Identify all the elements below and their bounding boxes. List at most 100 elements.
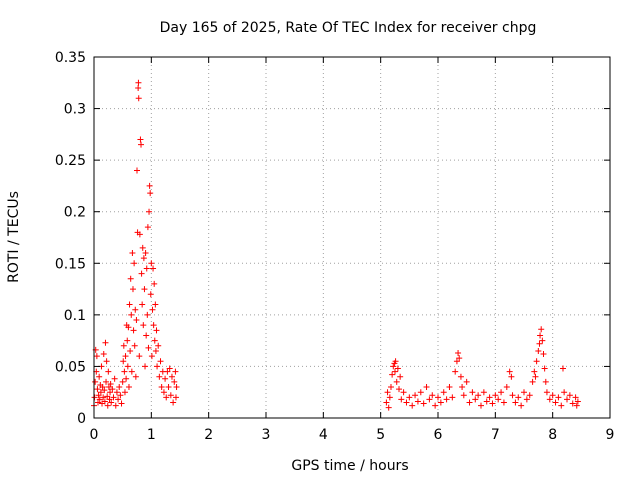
data-point [573,402,580,409]
data-point [92,378,99,385]
y-tick-label: 0.2 [64,205,86,221]
data-point [155,342,162,349]
data-point [144,224,151,231]
x-tick-label: 2 [204,427,213,443]
data-point [469,389,476,396]
data-point [125,324,132,331]
data-point [532,373,539,380]
data-point [417,389,424,396]
data-point [132,306,139,313]
data-points [91,79,581,411]
data-point [392,358,399,365]
data-point [97,389,104,396]
data-point [406,394,413,401]
data-point [151,280,158,287]
data-point [171,378,178,385]
data-point [385,404,392,411]
x-tick-label: 0 [90,427,99,443]
data-point [120,342,127,349]
data-point [535,347,542,354]
data-point [152,347,159,354]
data-point [143,265,150,272]
data-point [500,399,507,406]
data-point [529,378,536,385]
data-point [383,399,390,406]
data-point [100,351,107,358]
data-point [543,389,550,396]
data-point [546,396,553,403]
data-point [552,399,559,406]
data-point [123,375,130,382]
data-point [129,286,136,293]
data-point [91,394,98,401]
data-point [533,358,540,365]
data-point [549,392,556,399]
data-point [118,400,125,407]
data-point [95,392,102,399]
data-point [459,384,466,391]
data-point [173,384,180,391]
data-point [537,332,544,339]
data-point [148,353,155,360]
data-point [574,398,581,405]
data-point [138,270,145,277]
data-point [396,386,403,393]
data-point [443,396,450,403]
y-tick-label: 0.3 [64,102,86,118]
data-point [397,373,404,380]
data-point [139,244,146,251]
data-point [536,340,543,347]
data-point [480,389,487,396]
data-point [157,358,164,365]
data-point [446,384,453,391]
data-point [498,389,505,396]
data-point [109,386,116,393]
data-point [483,398,490,405]
data-point [460,392,467,399]
data-point [143,332,150,339]
y-axis-label: ROTI / TECUs [6,191,22,283]
data-point [127,347,134,354]
data-point [386,394,393,401]
y-tick-label: 0 [77,411,86,427]
data-point [475,392,482,399]
data-point [486,394,493,401]
data-point [117,392,124,399]
data-point [111,375,118,382]
data-point [449,394,456,401]
data-point [569,400,576,407]
data-point [538,326,545,333]
data-point [128,311,135,318]
x-tick-label: 4 [319,427,328,443]
data-point [127,275,134,282]
data-point [509,392,516,399]
data-point [541,365,548,372]
data-point [440,389,447,396]
data-point [115,396,122,403]
x-axis-label: GPS time / hours [291,458,408,474]
data-point [138,141,145,148]
data-point [134,167,140,174]
data-point [564,396,570,403]
data-point [566,392,573,399]
data-point [409,402,416,409]
data-point [100,394,107,401]
data-point [387,384,394,391]
data-point [153,327,160,334]
data-point [398,396,405,403]
data-point [426,396,433,403]
data-point [151,337,158,344]
data-point [130,327,137,334]
data-point [390,363,397,370]
data-point [170,399,177,406]
data-point [452,368,459,375]
data-point [108,399,115,406]
data-point [122,353,129,360]
plot-frame [93,56,611,419]
data-point [539,337,546,344]
data-point [162,375,169,382]
data-point [149,306,156,313]
data-point [119,378,126,385]
data-point [131,342,138,349]
